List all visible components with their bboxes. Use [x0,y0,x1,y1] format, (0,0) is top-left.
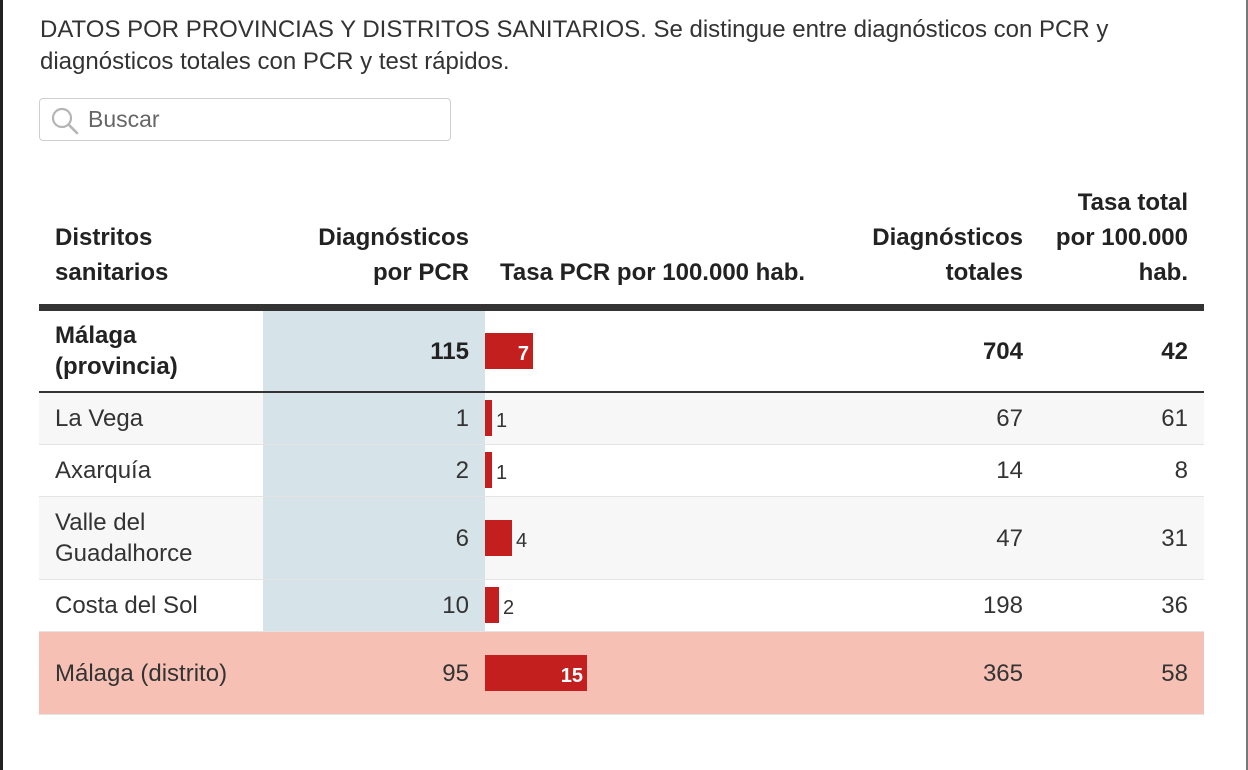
districts-table: Distritos sanitarios Diagnósticos por PC… [39,185,1204,715]
table-row: Valle del Guadalhorce 6 4 47 31 [39,496,1204,580]
pcr-rate-bar [485,332,533,369]
column-header-pcr-rate[interactable]: Tasa PCR por 100.000 hab. [485,185,823,311]
pcr-rate-bar [485,452,492,488]
table-body: Málaga (provincia) 115 7 704 42 La Vega … [39,307,1204,715]
pcr-cases: 6 [263,496,485,580]
pcr-cases: 2 [263,444,485,497]
search-input[interactable] [88,106,428,133]
table-row: Axarquía 2 1 14 8 [39,444,1204,497]
search-box[interactable] [39,98,451,141]
pcr-rate-label: 15 [560,664,583,687]
total-rate: 61 [1039,392,1204,445]
pcr-rate-label: 7 [517,342,529,365]
total-rate: 42 [1039,307,1204,393]
pcr-rate-cell: 2 [485,579,823,632]
district-name: La Vega [39,392,263,445]
right-border [1246,0,1248,770]
total-rate: 31 [1039,496,1204,580]
pcr-rate-cell: 7 [485,307,823,393]
pcr-rate-bar [485,519,512,556]
pcr-rate-bar [485,400,492,436]
total-cases: 365 [823,631,1039,715]
district-name: Málaga (provincia) [39,307,263,393]
total-rate: 8 [1039,444,1204,497]
column-header-pcr[interactable]: Diagnósticos por PCR [263,185,485,311]
column-header-total-rate[interactable]: Tasa total por 100.000 hab. [1039,185,1204,311]
district-name: Axarquía [39,444,263,497]
district-name: Costa del Sol [39,579,263,632]
search-icon [40,98,88,141]
table-row: Málaga (provincia) 115 7 704 42 [39,307,1204,393]
column-header-total[interactable]: Diagnósticos totales [823,185,1039,311]
table-description: DATOS POR PROVINCIAS Y DISTRITOS SANITAR… [40,16,1109,75]
pcr-cases: 115 [263,307,485,393]
pcr-rate-label: 4 [516,529,528,552]
pcr-rate-bar [485,587,499,623]
table-row: La Vega 1 1 67 61 [39,392,1204,445]
total-cases: 704 [823,307,1039,393]
column-header-district[interactable]: Distritos sanitarios [39,185,263,311]
table-row: Costa del Sol 10 2 198 36 [39,579,1204,632]
district-name: Málaga (distrito) [39,631,263,715]
pcr-cases: 1 [263,392,485,445]
pcr-rate-label: 1 [496,462,508,484]
left-border [0,0,3,770]
pcr-rate-cell: 1 [485,444,823,497]
table-row: Málaga (distrito) 95 15 365 58 [39,631,1204,715]
pcr-rate-cell: 1 [485,392,823,445]
pcr-cases: 10 [263,579,485,632]
total-rate: 58 [1039,631,1204,715]
total-rate: 36 [1039,579,1204,632]
district-name: Valle del Guadalhorce [39,496,263,580]
pcr-rate-cell: 15 [485,631,823,715]
total-cases: 14 [823,444,1039,497]
table-header-row: Distritos sanitarios Diagnósticos por PC… [39,185,1204,311]
pcr-rate-cell: 4 [485,496,823,580]
pcr-rate-bar [485,654,587,691]
total-cases: 47 [823,496,1039,580]
pcr-rate-label: 1 [496,410,508,432]
total-cases: 198 [823,579,1039,632]
pcr-cases: 95 [263,631,485,715]
total-cases: 67 [823,392,1039,445]
pcr-rate-label: 2 [503,597,515,619]
